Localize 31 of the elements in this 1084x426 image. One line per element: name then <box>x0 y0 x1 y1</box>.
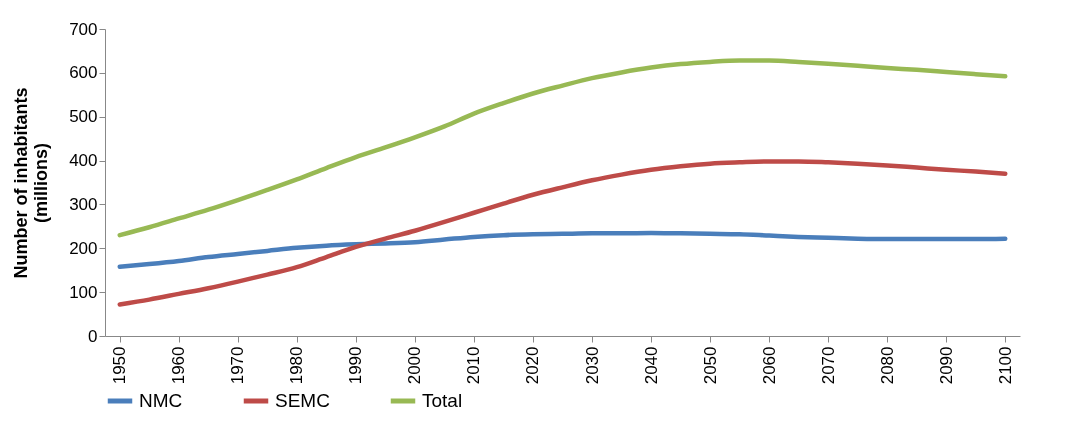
x-tick-label: 2080 <box>877 346 897 385</box>
y-tick-label: 400 <box>69 151 98 171</box>
y-tick-label: 700 <box>69 19 98 39</box>
x-tick-label: 2000 <box>405 346 425 385</box>
y-tick-label: 100 <box>69 282 98 302</box>
x-tick-label: 2050 <box>700 346 720 385</box>
line-series <box>117 159 1008 307</box>
x-tick-label: 1990 <box>346 346 366 385</box>
x-tick-label: 1970 <box>228 346 248 385</box>
x-tick-label: 2040 <box>641 346 661 385</box>
x-tick-label: 1950 <box>110 346 130 385</box>
x-tick-label: 1960 <box>169 346 189 385</box>
line-series <box>117 58 1008 238</box>
legend-label: SEMC <box>275 390 330 411</box>
x-tick-label: 1980 <box>287 346 307 385</box>
y-tick-label: 200 <box>69 238 98 258</box>
y-tick-label: 600 <box>69 63 98 83</box>
y-tick-label: 0 <box>88 326 98 346</box>
x-tick-label: 2060 <box>759 346 779 385</box>
y-axis-title: Number of inhabitants (millions) <box>11 87 52 279</box>
line-series <box>117 230 1008 269</box>
x-tick-label: 2100 <box>995 346 1015 385</box>
y-tick-label: 500 <box>69 107 98 127</box>
legend-label: NMC <box>139 390 183 411</box>
x-tick-label: 2090 <box>936 346 956 385</box>
legend-label: Total <box>422 390 463 411</box>
y-tick-label: 300 <box>69 194 98 214</box>
x-tick-label: 2020 <box>523 346 543 385</box>
x-tick-label: 2010 <box>464 346 484 385</box>
x-tick-label: 2030 <box>582 346 602 385</box>
x-tick-label: 2070 <box>818 346 838 385</box>
